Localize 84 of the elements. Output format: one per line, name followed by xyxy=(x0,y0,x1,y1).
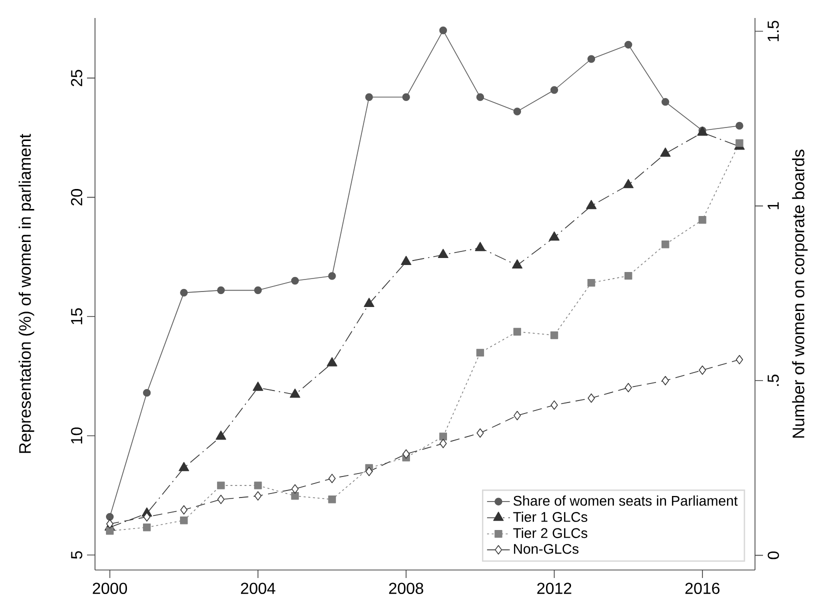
point xyxy=(291,484,299,494)
point xyxy=(254,491,262,501)
y-tick-label: 5 xyxy=(71,551,82,559)
point xyxy=(587,55,596,63)
point xyxy=(588,393,595,403)
point xyxy=(513,328,522,336)
point xyxy=(178,462,190,472)
point xyxy=(254,286,262,294)
point xyxy=(662,98,670,106)
point xyxy=(217,482,225,490)
point xyxy=(698,216,706,224)
point xyxy=(440,438,447,448)
point xyxy=(217,286,225,294)
point xyxy=(736,139,744,147)
point xyxy=(180,288,188,297)
y2-tick-label: 1 xyxy=(768,202,779,210)
point xyxy=(143,512,150,522)
y2-tick-label: 0 xyxy=(768,551,780,560)
point xyxy=(513,108,522,116)
point xyxy=(142,523,151,532)
point xyxy=(328,272,336,280)
point xyxy=(476,428,484,438)
y-tick-label: 25 xyxy=(70,70,82,86)
point xyxy=(587,278,596,287)
point xyxy=(439,26,448,34)
point xyxy=(624,40,632,49)
point xyxy=(216,430,226,440)
point xyxy=(365,466,373,476)
point xyxy=(550,331,558,340)
y2-tick-label: .5 xyxy=(768,374,779,386)
point xyxy=(550,86,558,94)
point xyxy=(549,231,560,241)
point xyxy=(180,505,188,515)
point xyxy=(291,492,299,500)
y2-tick-label: 1.5 xyxy=(768,20,779,42)
point xyxy=(106,526,114,535)
point xyxy=(586,200,597,210)
point xyxy=(662,240,670,248)
point xyxy=(439,432,448,440)
point xyxy=(736,355,744,364)
point xyxy=(400,256,412,266)
point xyxy=(180,516,188,524)
point xyxy=(623,178,634,188)
point xyxy=(550,400,558,410)
point xyxy=(514,410,521,420)
point xyxy=(142,388,151,397)
point xyxy=(736,122,744,130)
point xyxy=(328,474,336,484)
point xyxy=(438,248,448,258)
x-tick-label: 2000 xyxy=(92,582,127,594)
point xyxy=(217,494,225,504)
point xyxy=(328,496,336,504)
y-axis-title: Representation (%) of women in parliament xyxy=(18,134,34,453)
y-tick-label: 20 xyxy=(70,189,82,206)
point xyxy=(476,348,484,357)
point xyxy=(402,449,410,459)
x-tick-label: 2012 xyxy=(537,582,572,594)
point xyxy=(512,259,522,269)
legend-label: Non-GLCs xyxy=(514,544,578,554)
y-tick-label: 15 xyxy=(71,308,82,324)
y2-axis-title: Number of women on corporate boards xyxy=(792,150,808,438)
legend-label: Tier 2 GLCs xyxy=(513,528,588,538)
legend-label: Share of women seats in Parliament xyxy=(514,496,738,506)
point xyxy=(254,482,262,490)
point xyxy=(662,376,669,386)
point xyxy=(364,298,374,307)
point xyxy=(624,272,632,280)
point xyxy=(365,93,373,102)
point xyxy=(660,148,671,157)
point xyxy=(106,512,114,521)
point xyxy=(402,93,410,102)
point xyxy=(252,382,264,391)
point xyxy=(474,242,486,252)
point xyxy=(476,93,484,102)
point xyxy=(624,382,632,392)
point xyxy=(290,388,300,398)
x-tick-label: 2016 xyxy=(685,582,720,594)
point xyxy=(326,357,338,366)
point xyxy=(698,365,706,375)
y-tick-label: 10 xyxy=(70,427,82,444)
legend-label: Tier 1 GLCs xyxy=(513,512,588,522)
point xyxy=(291,276,299,285)
x-tick-label: 2004 xyxy=(240,582,276,594)
x-tick-label: 2008 xyxy=(389,582,424,594)
